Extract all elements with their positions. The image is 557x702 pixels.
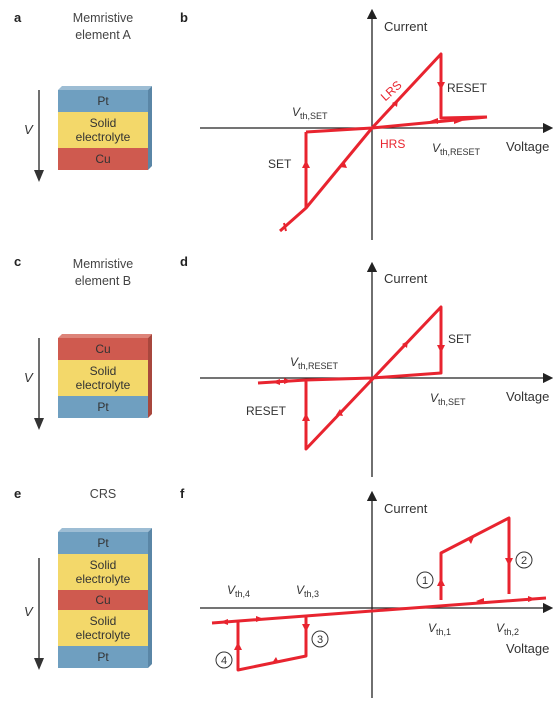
vth2-label: Vth,2 [496,621,519,637]
y-axis-label: Current [384,501,428,516]
pt-layer-bottom: Pt [58,646,148,668]
panel-a-title: Memristive element A [33,10,173,44]
arrow-right [284,378,292,384]
vth-set-label: Vth,SET [292,105,328,121]
voltage-arrow-a [34,90,44,182]
panel-e-title: CRS [89,487,117,501]
step-marker-3: 3 [311,630,329,648]
electrolyte-layer-bottom: Solid electrolyte [58,610,148,646]
arrow-left [430,118,438,124]
vth-set-label: Vth,SET [430,391,466,407]
cu-layer-middle: Cu [58,590,148,610]
step-marker-1: 1 [416,571,434,589]
stack-3d-edges [58,528,152,668]
arrow-down-2 [505,558,513,566]
voltage-arrow-e [34,558,44,670]
set-label: SET [268,157,292,171]
arrow-up [302,160,310,168]
arrow-up-4 [234,642,242,650]
arrow-right-a [256,616,264,622]
reset-label: RESET [246,404,287,418]
direction-arrows [283,222,287,232]
panel-letter-e: e [14,486,22,501]
iv-plot-b: Current Voltage Vth,SET Vth,RESET SET RE… [200,8,554,240]
vth1-label: Vth,1 [428,621,451,637]
arrow-down-3 [302,624,310,632]
arrow-right-b [528,596,536,602]
voltage-symbol-e: V [24,604,33,619]
voltage-symbol-c: V [24,370,33,385]
x-axis-label: Voltage [506,641,549,656]
vth4-label: Vth,4 [227,583,250,599]
panel-c-title: Memristive element B [33,256,173,290]
device-stack-a: Pt Solid electrolyte Cu [58,86,153,182]
panel-a-title-line2: element A [75,28,131,42]
arrow-left [272,379,280,385]
panel-c-title-line1: Memristive [72,257,134,271]
device-stack-b: Cu Solid electrolyte Pt [58,334,153,430]
x-axis-label: Voltage [506,139,549,154]
vth-reset-label: Vth,RESET [290,355,339,371]
arrow-diag-4 [272,657,279,663]
svg-text:4: 4 [221,655,227,667]
electrolyte-layer-top: Solid electrolyte [58,554,148,590]
arrow-down [437,82,445,90]
svg-text:2: 2 [521,555,527,567]
iv-plot-f: Current Voltage Vth,4 Vth,3 Vth,1 Vth,2 … [200,490,554,698]
arrow-diag-1 [467,537,474,544]
arrow-right [454,118,462,124]
step-marker-4: 4 [215,651,233,669]
arrow-diag [392,100,398,107]
y-axis-label: Current [384,19,428,34]
hrs-label: HRS [380,137,405,151]
iv-plot-d: Current Voltage Vth,RESET Vth,SET SET RE… [200,261,554,477]
arrow-up [437,345,445,353]
electrolyte-layer: Solid electrolyte [58,360,148,396]
panel-letter-b: b [180,10,188,25]
set-label: SET [448,332,472,346]
crs-loop [211,516,547,672]
arrow-left-b [476,598,484,604]
stack-3d-edges [58,86,152,170]
vth-reset-label: Vth,RESET [432,141,481,157]
arrow-diag-2 [340,161,347,168]
hysteresis-loop [279,52,488,233]
panel-letter-d: d [180,254,188,269]
panel-a-title-line1: Memristive [72,11,134,25]
arrow-up-1 [437,578,445,586]
panel-letter-c: c [14,254,22,269]
device-stack-crs: Pt Solid electrolyte Cu Solid electrolyt… [58,528,153,692]
vth3-label: Vth,3 [296,583,319,599]
arrow-diag-2 [336,409,343,416]
voltage-symbol-a: V [24,122,33,137]
cu-layer: Cu [58,338,148,360]
pt-layer: Pt [58,396,148,418]
cu-layer: Cu [58,148,148,170]
stack-3d-edges [58,334,152,418]
lrs-label: LRS [378,78,405,104]
pt-layer: Pt [58,90,148,112]
svg-text:3: 3 [317,634,323,646]
voltage-arrow-c [34,338,44,430]
hysteresis-loop [257,305,443,451]
reset-label: RESET [447,81,488,95]
y-axis-label: Current [384,271,428,286]
panel-letter-a: a [14,10,22,25]
electrolyte-layer: Solid electrolyte [58,112,148,148]
pt-layer-top: Pt [58,532,148,554]
arrow-left-a [220,619,228,625]
svg-text:1: 1 [422,575,428,587]
panel-c-title-line2: element B [74,274,132,288]
arrow-diag [402,341,408,348]
x-axis-label: Voltage [506,389,549,404]
step-marker-2: 2 [515,551,533,569]
arrow-up-2 [302,413,310,421]
panel-letter-f: f [180,486,185,501]
